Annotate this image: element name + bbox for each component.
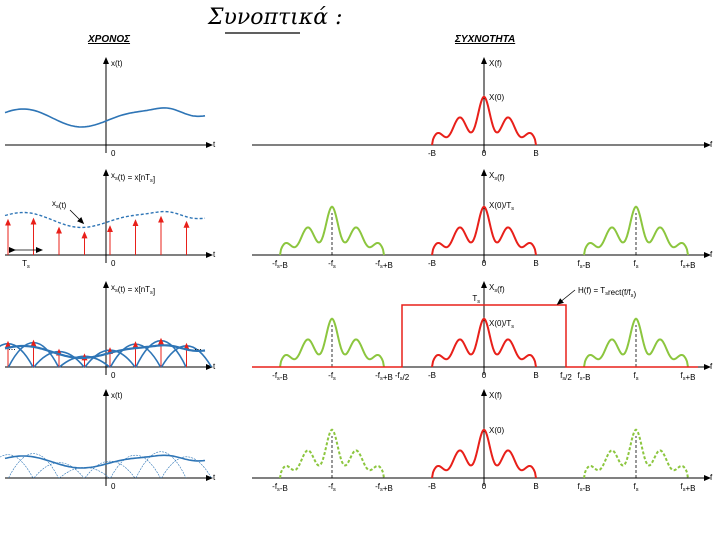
- reconstructed-signal: [4, 344, 206, 360]
- t-label: t: [213, 250, 216, 259]
- freq-y-label: Xs(f): [489, 171, 505, 182]
- period-label: Ts: [22, 259, 30, 270]
- freq-tick: B: [533, 371, 538, 380]
- dots-right: ...: [194, 342, 202, 352]
- time-origin-label: 0: [111, 482, 116, 491]
- interp-lobe-thin: [161, 456, 212, 479]
- replica-spectrum: [279, 205, 385, 256]
- baseband-spectrum: [431, 317, 537, 368]
- freq-tick: -fs/2: [395, 371, 410, 382]
- baseband-spectrum: [431, 428, 537, 479]
- freq-tick: -fs-B: [272, 371, 288, 382]
- interp-lobe-thin: [110, 454, 161, 479]
- interp-lobe-thin: [0, 454, 34, 479]
- curve-label: xs(t): [52, 199, 67, 210]
- freq-tick: fs-B: [577, 482, 590, 493]
- freq-tick: fs: [633, 371, 638, 382]
- f-label: f: [710, 362, 713, 371]
- time-origin-label: 0: [111, 259, 116, 268]
- freq-tick: 0: [482, 482, 487, 491]
- freq-tick: fs-B: [577, 259, 590, 270]
- freq-tick: fs: [633, 259, 638, 270]
- freq-tick: fs: [633, 482, 638, 493]
- freq-y-label: X(f): [489, 391, 502, 400]
- labels-layer: x(t) t 0 X(f) f xs(t) = x[nTs] t 0 Xs(f) f xs(t) =…: [8, 59, 713, 493]
- signal-curve: [4, 107, 206, 128]
- removed-replica: [583, 428, 689, 479]
- interp-lobe-thin: [8, 453, 59, 479]
- freq-y-label: X(f): [489, 59, 502, 68]
- freq-tick: -B: [428, 482, 436, 491]
- curve-pointer: [69, 209, 85, 225]
- freq-tick: -fs+B: [375, 371, 393, 382]
- freq-tick: -fs+B: [375, 259, 393, 270]
- removed-replica: [279, 428, 385, 479]
- time-y-label: x(t): [111, 391, 123, 400]
- peak-label: X(0): [489, 93, 504, 102]
- freq-tick: fs+B: [680, 371, 695, 382]
- t-label: t: [213, 140, 216, 149]
- freq-tick: -fs: [328, 371, 336, 382]
- freq-tick: -fs-B: [272, 259, 288, 270]
- freq-tick: -fs-B: [272, 482, 288, 493]
- reconstructed-signal: [4, 454, 206, 469]
- replica-spectrum: [583, 205, 689, 256]
- freq-tick: -B: [428, 259, 436, 268]
- plots-layer: [0, 95, 698, 479]
- freq-y-label: Xs(f): [489, 283, 505, 294]
- t-label: t: [213, 473, 216, 482]
- time-origin-label: 0: [111, 149, 116, 158]
- freq-tick: -fs: [328, 482, 336, 493]
- freq-tick: B: [533, 149, 538, 158]
- replica-spectrum: [279, 317, 385, 368]
- time-y-label: xs(t) = x[nTs]: [111, 283, 155, 296]
- freq-tick: 0: [482, 259, 487, 268]
- interp-lobe-thin: [135, 451, 187, 479]
- sampled-envelope: [4, 210, 206, 229]
- freq-tick: B: [533, 482, 538, 491]
- peak-label: X(0): [489, 426, 504, 435]
- freq-tick: fs+B: [680, 259, 695, 270]
- freq-header: ΣΥΧΝΟΤΗΤΑ: [454, 34, 515, 45]
- freq-tick: fs/2: [560, 371, 572, 382]
- replica-spectrum: [583, 317, 689, 368]
- freq-tick: 0: [482, 149, 487, 158]
- time-y-label: x(t): [111, 59, 123, 68]
- f-label: f: [710, 473, 713, 482]
- dots-left: ...: [8, 342, 16, 352]
- freq-tick: fs+B: [680, 482, 695, 493]
- filter-pointer: [556, 289, 576, 305]
- freq-tick: -fs: [328, 259, 336, 270]
- peak-label: X(0)/Ts: [489, 201, 514, 212]
- lowpass-filter: [252, 304, 698, 368]
- time-origin-label: 0: [111, 371, 116, 380]
- time-y-label: xs(t) = x[nTs]: [111, 171, 155, 184]
- f-label: f: [710, 250, 713, 259]
- freq-tick: B: [533, 259, 538, 268]
- filter-label: H(f) = Tsrect(f/fs): [578, 286, 636, 299]
- freq-tick: 0: [482, 371, 487, 380]
- freq-tick: -fs+B: [375, 482, 393, 493]
- freq-tick: fs-B: [577, 371, 590, 382]
- baseband-spectrum: [431, 95, 537, 146]
- f-label: f: [710, 140, 713, 149]
- filter-height-label: Ts: [472, 294, 480, 305]
- freq-tick: -B: [428, 149, 436, 158]
- interp-lobe-thin: [33, 462, 85, 479]
- time-header: ΧΡΟΝΟΣ: [87, 34, 131, 45]
- interp-lobe-thin: [59, 467, 110, 479]
- baseband-spectrum: [431, 205, 537, 256]
- summary-title: Συνοπτικά :: [207, 5, 343, 30]
- peak-label: X(0)/Ts: [489, 319, 514, 330]
- t-label: t: [213, 362, 216, 371]
- interp-lobe-thin: [84, 461, 136, 479]
- freq-tick: -B: [428, 371, 436, 380]
- axes-layer: [5, 57, 711, 486]
